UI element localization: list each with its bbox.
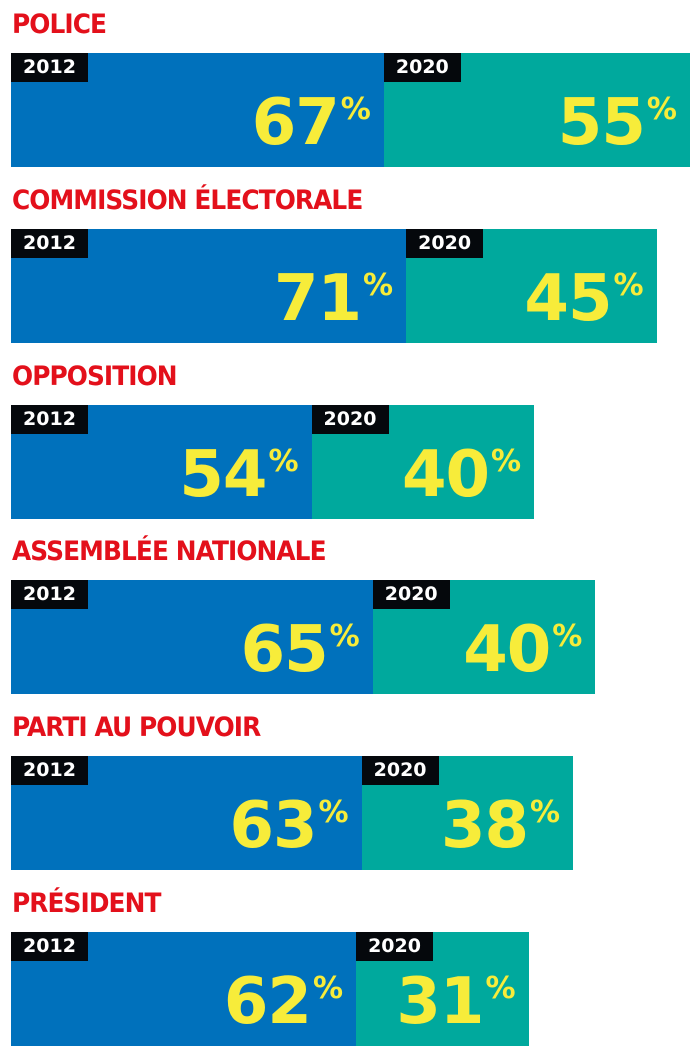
percent-sign: % — [340, 92, 371, 127]
category-title: COMMISSION ÉLECTORALE — [12, 184, 363, 216]
data-value: 38 — [440, 789, 529, 864]
series-label: 2012 — [11, 228, 88, 258]
data-value: 63 — [229, 789, 317, 864]
series-label: 2020 — [406, 228, 484, 258]
category-title: PARTI AU POUVOIR — [12, 712, 261, 744]
data-label: 55% — [558, 91, 677, 155]
series-label: 2012 — [11, 756, 88, 786]
data-value: 40 — [401, 437, 490, 512]
bar-2012: 2012 62% — [11, 932, 357, 1046]
data-value: 54 — [179, 437, 267, 512]
percent-sign: % — [530, 795, 560, 831]
data-label: 63% — [229, 794, 349, 858]
data-value: 71 — [273, 261, 362, 336]
percent-sign: % — [491, 443, 521, 479]
bar-2012: 2012 54% — [11, 404, 312, 519]
percent-sign: % — [646, 92, 677, 127]
data-label: 67% — [252, 91, 371, 155]
percent-sign: % — [613, 267, 643, 303]
data-value: 31 — [396, 965, 484, 1039]
data-value: 40 — [463, 613, 551, 688]
data-label: 71% — [274, 267, 393, 331]
series-label: 2012 — [11, 404, 88, 434]
data-label: 38% — [441, 794, 560, 858]
percent-sign: % — [268, 443, 298, 479]
series-label: 2020 — [383, 53, 461, 82]
data-label: 54% — [179, 443, 298, 507]
percent-sign: % — [318, 795, 349, 831]
category-title: ASSEMBLÉE NATIONALE — [12, 536, 327, 568]
series-label: 2012 — [11, 580, 88, 610]
data-label: 40% — [463, 618, 582, 682]
percent-sign: % — [363, 267, 393, 303]
percent-sign: % — [329, 619, 360, 655]
bar-2020: 2020 40% — [311, 404, 535, 519]
data-label: 40% — [402, 443, 521, 507]
category-title: PRÉSIDENT — [12, 888, 161, 919]
percent-sign: % — [312, 971, 343, 1006]
series-label: 2020 — [372, 580, 450, 610]
series-label: 2020 — [311, 404, 389, 434]
bar-2020: 2020 31% — [356, 932, 529, 1046]
data-label: 45% — [524, 267, 643, 331]
data-label: 62% — [224, 970, 343, 1034]
bar-2020: 2020 45% — [406, 228, 657, 343]
percent-sign: % — [552, 619, 582, 655]
data-label: 65% — [241, 618, 360, 682]
series-label: 2020 — [356, 932, 434, 961]
bar-2012: 2012 63% — [11, 756, 362, 871]
data-value: 55 — [557, 86, 646, 160]
series-label: 2012 — [11, 932, 88, 961]
data-value: 45 — [524, 261, 612, 336]
data-label: 31% — [396, 970, 515, 1034]
bar-2020: 2020 40% — [372, 580, 596, 695]
bar-2012: 2012 71% — [11, 228, 407, 343]
data-value: 62 — [223, 965, 312, 1039]
category-title: POLICE — [12, 9, 107, 40]
bar-2012: 2012 67% — [11, 53, 384, 167]
percent-sign: % — [485, 971, 515, 1006]
data-value: 65 — [240, 613, 329, 688]
category-title: OPPOSITION — [12, 360, 178, 392]
bar-2020: 2020 38% — [361, 756, 574, 871]
series-label: 2020 — [361, 756, 439, 786]
bar-2020: 2020 55% — [383, 53, 690, 167]
bar-2012: 2012 65% — [11, 580, 373, 695]
data-value: 67 — [251, 86, 340, 160]
series-label: 2012 — [11, 53, 88, 82]
